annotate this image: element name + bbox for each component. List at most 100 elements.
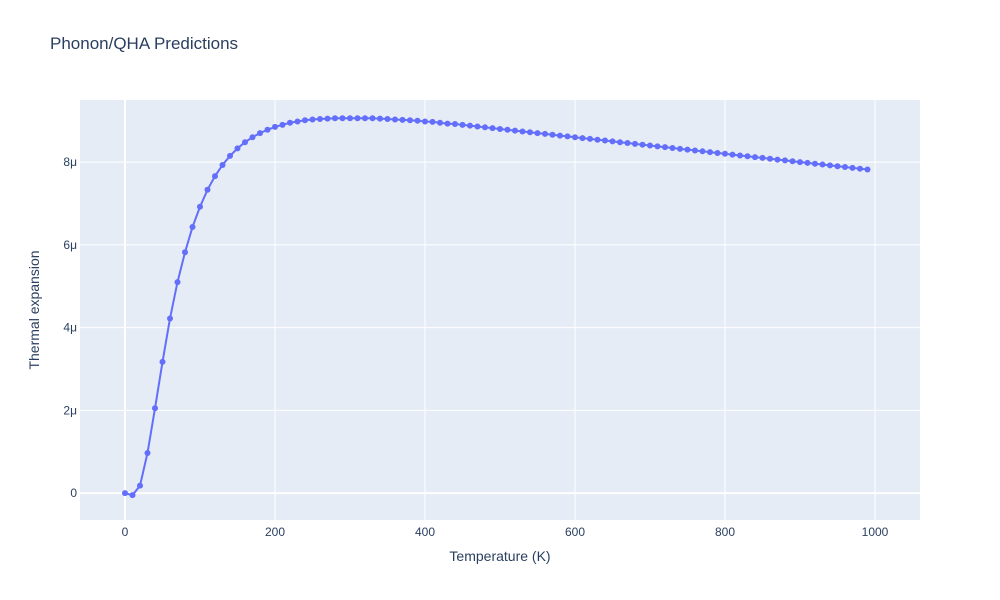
data-point[interactable] bbox=[782, 157, 788, 164]
data-point[interactable] bbox=[392, 116, 398, 123]
data-point[interactable] bbox=[797, 159, 803, 166]
data-point[interactable] bbox=[287, 119, 293, 126]
data-point[interactable] bbox=[497, 125, 503, 132]
data-point[interactable] bbox=[639, 141, 646, 148]
data-point[interactable] bbox=[482, 124, 488, 131]
data-point[interactable] bbox=[812, 160, 818, 167]
data-point[interactable] bbox=[152, 405, 158, 412]
data-point[interactable] bbox=[369, 115, 376, 122]
data-point[interactable] bbox=[459, 121, 466, 128]
data-point[interactable] bbox=[309, 116, 316, 123]
data-point[interactable] bbox=[129, 492, 136, 499]
data-point[interactable] bbox=[429, 118, 436, 125]
data-point[interactable] bbox=[759, 154, 766, 161]
data-point[interactable] bbox=[384, 116, 391, 123]
data-point[interactable] bbox=[197, 203, 203, 210]
data-point[interactable] bbox=[579, 135, 586, 142]
data-point[interactable] bbox=[827, 162, 833, 169]
data-point[interactable] bbox=[249, 134, 256, 141]
data-point[interactable] bbox=[564, 133, 571, 140]
data-point[interactable] bbox=[272, 123, 278, 130]
data-point[interactable] bbox=[317, 116, 323, 123]
data-point[interactable] bbox=[467, 122, 473, 129]
data-point[interactable] bbox=[354, 115, 361, 122]
data-point[interactable] bbox=[722, 150, 728, 157]
data-point[interactable] bbox=[234, 145, 241, 152]
data-point[interactable] bbox=[527, 129, 533, 136]
data-point[interactable] bbox=[842, 164, 848, 171]
data-point[interactable] bbox=[302, 117, 308, 124]
data-point[interactable] bbox=[819, 161, 826, 168]
data-point[interactable] bbox=[647, 142, 653, 149]
data-point[interactable] bbox=[632, 140, 638, 147]
data-point[interactable] bbox=[414, 117, 421, 124]
data-point[interactable] bbox=[332, 115, 338, 122]
data-point[interactable] bbox=[774, 156, 781, 163]
data-point[interactable] bbox=[182, 249, 188, 256]
data-point[interactable] bbox=[617, 139, 623, 146]
data-point[interactable] bbox=[572, 134, 578, 141]
data-point[interactable] bbox=[669, 145, 676, 151]
data-point[interactable] bbox=[377, 115, 383, 122]
data-point[interactable] bbox=[624, 140, 631, 147]
data-point[interactable] bbox=[834, 163, 841, 170]
data-point[interactable] bbox=[242, 139, 248, 146]
data-point[interactable] bbox=[662, 144, 668, 151]
data-point[interactable] bbox=[189, 224, 196, 231]
data-point[interactable] bbox=[714, 149, 721, 156]
data-point[interactable] bbox=[279, 121, 286, 128]
data-point[interactable] bbox=[144, 449, 151, 456]
data-point[interactable] bbox=[444, 120, 451, 127]
data-point[interactable] bbox=[557, 132, 563, 139]
data-point[interactable] bbox=[602, 137, 608, 144]
data-point[interactable] bbox=[744, 153, 751, 160]
data-point[interactable] bbox=[122, 490, 128, 497]
data-point[interactable] bbox=[437, 119, 443, 126]
data-point[interactable] bbox=[347, 115, 353, 122]
data-point[interactable] bbox=[549, 131, 556, 138]
data-point[interactable] bbox=[264, 126, 271, 133]
data-point[interactable] bbox=[512, 127, 518, 134]
data-point[interactable] bbox=[227, 152, 233, 159]
data-point[interactable] bbox=[137, 482, 143, 489]
data-point[interactable] bbox=[399, 116, 406, 123]
data-point[interactable] bbox=[864, 166, 871, 173]
data-point[interactable] bbox=[474, 123, 481, 130]
data-point[interactable] bbox=[654, 143, 661, 150]
data-point[interactable] bbox=[159, 358, 166, 365]
data-point[interactable] bbox=[339, 115, 346, 122]
data-point[interactable] bbox=[362, 115, 368, 122]
data-point[interactable] bbox=[707, 149, 713, 156]
data-point[interactable] bbox=[519, 128, 526, 135]
data-point[interactable] bbox=[489, 125, 496, 132]
data-point[interactable] bbox=[752, 154, 758, 161]
data-point[interactable] bbox=[737, 152, 743, 159]
data-point[interactable] bbox=[407, 117, 413, 124]
data-point[interactable] bbox=[857, 165, 863, 172]
data-point[interactable] bbox=[422, 118, 428, 125]
data-point[interactable] bbox=[534, 130, 541, 137]
data-point[interactable] bbox=[609, 138, 616, 145]
data-point[interactable] bbox=[729, 151, 736, 158]
data-point[interactable] bbox=[167, 315, 173, 322]
data-point[interactable] bbox=[677, 145, 683, 152]
data-point[interactable] bbox=[767, 155, 773, 162]
data-point[interactable] bbox=[219, 161, 226, 168]
data-point[interactable] bbox=[542, 130, 548, 137]
data-point[interactable] bbox=[504, 126, 511, 133]
data-point[interactable] bbox=[692, 147, 698, 154]
data-point[interactable] bbox=[452, 121, 458, 127]
data-point[interactable] bbox=[324, 115, 331, 122]
data-point[interactable] bbox=[849, 164, 856, 171]
data-point[interactable] bbox=[174, 279, 181, 286]
data-point[interactable] bbox=[699, 148, 706, 155]
data-point[interactable] bbox=[257, 130, 263, 137]
data-point[interactable] bbox=[594, 136, 601, 143]
data-point[interactable] bbox=[212, 173, 218, 180]
data-point[interactable] bbox=[684, 146, 691, 153]
data-point[interactable] bbox=[587, 135, 593, 142]
data-point[interactable] bbox=[789, 158, 796, 165]
data-point[interactable] bbox=[294, 118, 301, 125]
data-point[interactable] bbox=[204, 186, 211, 193]
data-point[interactable] bbox=[804, 159, 811, 166]
